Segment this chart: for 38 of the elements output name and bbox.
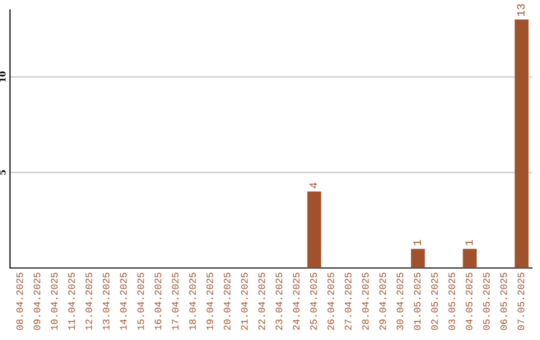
- data-label: 13: [517, 4, 525, 16]
- x-tick-label: 01.05.2025: [414, 272, 421, 330]
- bar: [307, 192, 322, 268]
- x-tick-label: 14.04.2025: [120, 272, 127, 330]
- bar: [462, 248, 477, 268]
- x-tick-label: 20.04.2025: [224, 272, 230, 330]
- x-tick-label: 10.04.2025: [50, 272, 58, 330]
- bar: [514, 20, 529, 268]
- x-tick-label: 16.04.2025: [154, 272, 162, 330]
- x-tick-label: 26.04.2025: [328, 272, 334, 330]
- x-tick-label: 24.04.2025: [292, 272, 300, 330]
- x-tick-label: 04.05.2025: [466, 272, 472, 330]
- x-tick-label: 29.04.2025: [379, 272, 386, 330]
- x-tick-label: 18.04.2025: [189, 272, 196, 330]
- x-tick-label: 07.05.2025: [518, 272, 524, 330]
- x-tick-label: 27.04.2025: [344, 272, 352, 330]
- x-tick-label: 08.04.2025: [16, 272, 23, 330]
- x-tick-label: 30.04.2025: [396, 272, 404, 330]
- x-tick-label: 23.04.2025: [276, 272, 282, 330]
- x-tick-label: 25.04.2025: [310, 272, 317, 330]
- x-tick-label: 12.04.2025: [86, 272, 92, 330]
- x-tick-label: 21.04.2025: [241, 272, 248, 330]
- bar: [411, 248, 425, 268]
- data-label: 1: [413, 240, 421, 246]
- data-label: 4: [310, 182, 318, 188]
- data-label: 1: [465, 240, 473, 246]
- x-tick-label: 19.04.2025: [206, 272, 214, 330]
- x-tick-label: 28.04.2025: [362, 272, 369, 330]
- x-tick-label: 03.05.2025: [448, 272, 456, 330]
- x-tick-label: 13.04.2025: [102, 272, 110, 330]
- x-tick-label: 09.04.2025: [34, 272, 40, 330]
- x-tick-label: 05.05.2025: [483, 272, 490, 330]
- x-tick-label: 15.04.2025: [137, 272, 144, 330]
- x-tick-label: 06.05.2025: [500, 272, 507, 330]
- x-tick-label: 11.04.2025: [68, 272, 75, 330]
- x-tick-label: 17.04.2025: [172, 272, 179, 330]
- x-tick-label: 22.04.2025: [258, 272, 265, 330]
- x-tick-label: 02.05.2025: [431, 272, 438, 330]
